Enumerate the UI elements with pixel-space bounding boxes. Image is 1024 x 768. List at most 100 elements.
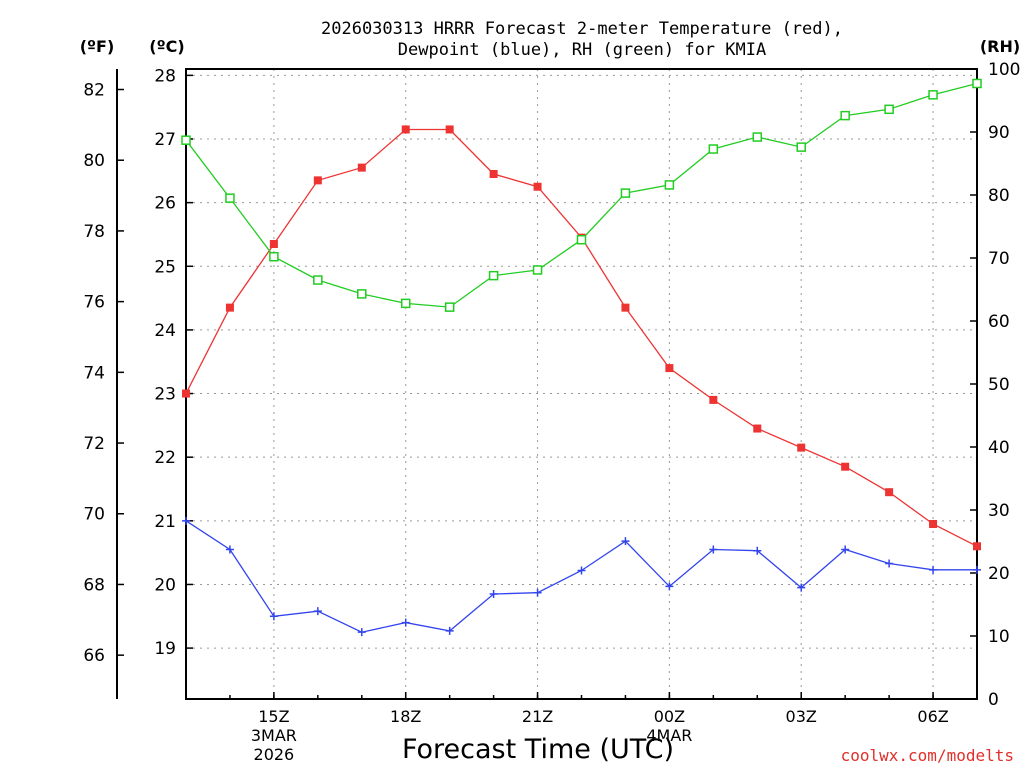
rh-point xyxy=(884,104,894,115)
axes xyxy=(116,68,978,700)
rh-tick-label: 90 xyxy=(988,123,1010,143)
rh-point xyxy=(181,135,191,145)
celsius-tick-label: 23 xyxy=(154,385,176,405)
rh-tick-label: 60 xyxy=(988,312,1010,332)
x-tick-label: 06Z xyxy=(917,707,948,726)
dewpoint-point xyxy=(797,583,806,592)
rh-tick-label: 0 xyxy=(988,690,999,710)
dewpoint-point xyxy=(269,612,278,621)
dewpoint-point xyxy=(709,545,718,554)
rh-tick-label: 10 xyxy=(988,627,1010,647)
x-tick-label: 2026 xyxy=(254,745,295,764)
celsius-tick-label: 26 xyxy=(154,194,176,214)
temperature-point xyxy=(182,389,190,398)
temperature-point xyxy=(489,170,498,178)
rh-tick-label: 100 xyxy=(988,60,1020,80)
dewpoint-point xyxy=(885,559,894,568)
rh-point xyxy=(664,180,675,190)
rh-point xyxy=(225,193,235,203)
dewpoint-point xyxy=(401,618,410,627)
temperature-point xyxy=(445,125,454,134)
rh-point xyxy=(400,298,411,309)
fahrenheit-tick-label: 70 xyxy=(83,505,105,525)
celsius-tick-label: 20 xyxy=(154,575,176,595)
celsius-tick-label: 27 xyxy=(154,130,176,150)
dewpoint-point xyxy=(577,566,586,575)
temperature-point xyxy=(885,488,894,497)
rh-tick-label: 70 xyxy=(988,249,1010,269)
dewpoint-point xyxy=(489,590,498,598)
dewpoint-point xyxy=(929,565,938,574)
rh-point xyxy=(620,188,631,198)
celsius-tick-label: 25 xyxy=(154,257,176,277)
rh-point xyxy=(357,289,367,299)
temperature-point xyxy=(753,424,762,433)
dewpoint-point xyxy=(753,546,762,555)
rh-point xyxy=(488,270,499,281)
rh-tick-label: 40 xyxy=(988,438,1010,458)
chart-title-line-2: Dewpoint (blue), RH (green) for KMIA xyxy=(398,40,766,60)
rh-tick-label: 20 xyxy=(988,564,1010,584)
temperature-point xyxy=(225,303,234,312)
fahrenheit-tick-label: 78 xyxy=(83,222,105,242)
temperature-line xyxy=(185,128,978,547)
rh-point xyxy=(796,142,806,152)
dewpoint-point xyxy=(665,582,674,591)
rh-point xyxy=(313,275,323,285)
dewpoint-point xyxy=(841,545,850,554)
dewpoint-point xyxy=(533,588,542,597)
rh-point xyxy=(532,265,543,275)
data-series xyxy=(181,78,982,637)
celsius-unit-label: (ºC) xyxy=(149,37,184,56)
temperature-point xyxy=(313,176,322,185)
x-tick-label: 00Z xyxy=(654,707,685,726)
dewpoint-point xyxy=(182,516,190,525)
fahrenheit-tick-label: 72 xyxy=(83,434,105,454)
fahrenheit-tick-label: 82 xyxy=(83,81,105,101)
temperature-point xyxy=(841,462,850,471)
dewpoint-line xyxy=(185,520,977,633)
rh-point xyxy=(269,251,279,262)
dewpoint-point xyxy=(621,537,630,546)
rh-point xyxy=(752,132,763,142)
temperature-point xyxy=(401,125,410,134)
x-tick-label: 03Z xyxy=(786,707,817,726)
rh-tick-label: 80 xyxy=(988,186,1010,206)
chart-title-line-1: 2026030313 HRRR Forecast 2-meter Tempera… xyxy=(321,19,843,39)
rh-point xyxy=(928,90,938,100)
rh-point xyxy=(444,302,455,312)
rh-point xyxy=(708,144,719,154)
rh-tick-label: 30 xyxy=(988,501,1010,521)
x-tick-label: 18Z xyxy=(390,707,421,726)
dewpoint-point xyxy=(973,565,981,574)
temperature-point xyxy=(533,182,542,191)
fahrenheit-tick-label: 76 xyxy=(83,293,105,313)
temperature-point xyxy=(621,303,630,312)
x-axis-label: Forecast Time (UTC) xyxy=(402,734,674,765)
celsius-tick-label: 21 xyxy=(154,512,176,532)
rh-point xyxy=(972,78,982,89)
x-tick-label: 21Z xyxy=(522,707,553,726)
dewpoint-point xyxy=(313,607,322,616)
grid-lines xyxy=(186,69,977,699)
fahrenheit-tick-label: 80 xyxy=(83,151,105,171)
celsius-tick-label: 22 xyxy=(154,448,176,468)
dewpoint-point xyxy=(225,545,234,554)
credit-text: coolwx.com/modelts xyxy=(841,746,1014,765)
rh-point xyxy=(576,234,587,245)
dewpoint-point xyxy=(445,626,454,635)
temperature-point xyxy=(269,240,278,248)
temperature-point xyxy=(357,163,366,172)
dewpoint-point xyxy=(357,628,366,637)
rh-tick-label: 50 xyxy=(988,375,1010,395)
rh-unit-label: (RH) xyxy=(980,37,1020,56)
fahrenheit-tick-label: 68 xyxy=(83,575,105,595)
temperature-point xyxy=(973,542,981,551)
celsius-tick-label: 24 xyxy=(154,321,176,341)
plot-frame xyxy=(185,68,978,700)
rh-point xyxy=(840,110,850,121)
temperature-point xyxy=(709,395,718,404)
temperature-point xyxy=(797,443,806,452)
